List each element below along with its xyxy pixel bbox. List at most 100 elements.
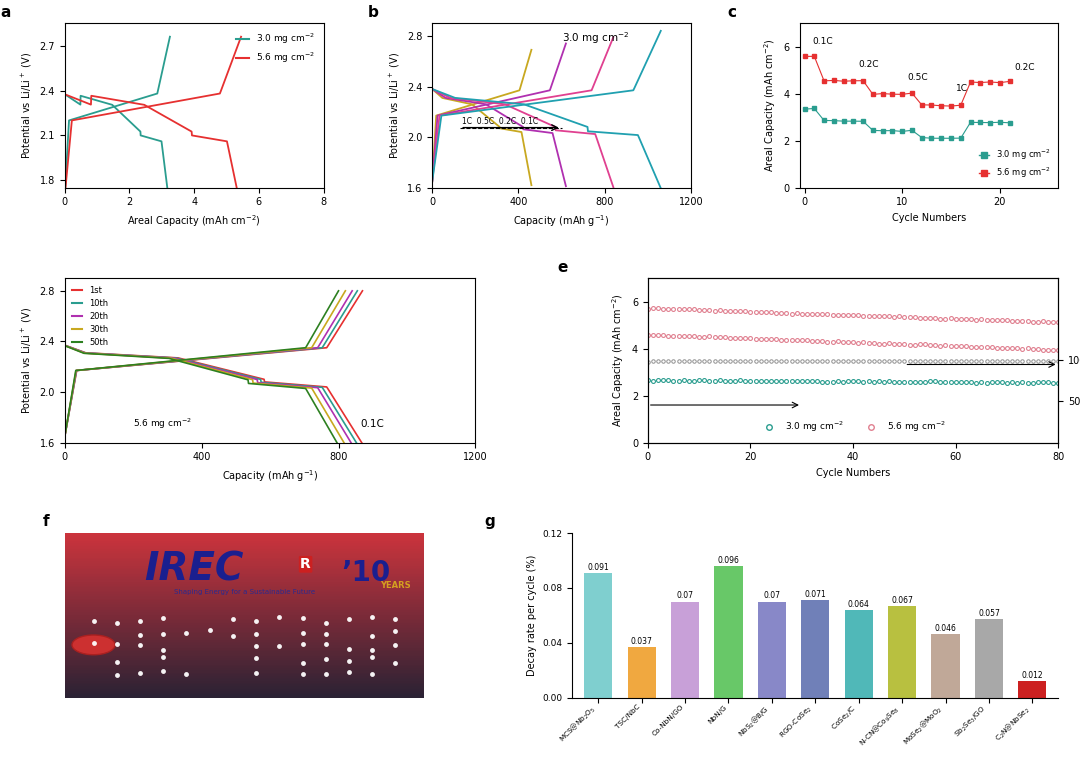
Bar [65,683,424,684]
Bar [65,538,424,539]
Bar [65,536,424,538]
Bar [65,577,424,579]
Bar [65,592,424,594]
X-axis label: Cycle Numbers: Cycle Numbers [816,468,890,478]
Bar [65,612,424,614]
Y-axis label: Potential vs Li/Li$^+$ (V): Potential vs Li/Li$^+$ (V) [21,307,35,414]
Bar [65,604,424,605]
Bar [584,573,612,698]
Text: g: g [485,515,496,529]
Bar [65,556,424,558]
Bar [714,566,743,698]
Bar [65,586,424,587]
Bar [65,693,424,694]
Bar [65,656,424,658]
X-axis label: Capacity (mAh g$^{-1}$): Capacity (mAh g$^{-1}$) [513,213,610,229]
Bar [65,640,424,642]
Bar [65,543,424,545]
Text: 0.071: 0.071 [805,590,826,599]
Bar [65,564,424,566]
Bar [801,600,829,698]
Text: 0.091: 0.091 [588,563,609,572]
Bar [65,561,424,563]
Bar [975,619,1003,698]
Bar [65,661,424,663]
Bar [931,635,960,698]
Bar [65,558,424,560]
Bar [65,587,424,589]
Bar [65,674,424,676]
Text: c: c [727,5,737,19]
Bar [845,610,873,698]
Bar [671,601,699,698]
Bar [65,576,424,577]
Bar [65,636,424,639]
Text: 0.046: 0.046 [934,625,957,633]
Text: 0.057: 0.057 [978,609,1000,618]
Bar [65,681,424,683]
Bar [65,684,424,686]
Text: 0.2C: 0.2C [1014,64,1035,72]
Bar [65,632,424,633]
Text: 0.067: 0.067 [891,595,913,604]
Bar [65,571,424,573]
Text: 0.012: 0.012 [1022,671,1043,680]
Text: 0.1C: 0.1C [812,37,833,46]
Bar [65,655,424,656]
Bar [65,670,424,671]
Bar [65,579,424,580]
Text: 0.064: 0.064 [848,600,869,608]
Bar [65,668,424,670]
Bar [65,620,424,622]
Bar [65,653,424,655]
Text: 1C: 1C [956,84,968,93]
Bar [65,584,424,586]
Bar [65,645,424,646]
Bar [65,663,424,665]
Bar [65,582,424,584]
Bar [65,589,424,591]
Bar [65,560,424,561]
Bar [65,673,424,674]
Bar [65,624,424,625]
Bar [65,694,424,696]
Bar [65,611,424,612]
Text: 0.096: 0.096 [717,556,740,565]
Bar [65,617,424,618]
Text: 5.6 mg cm$^{-2}$: 5.6 mg cm$^{-2}$ [133,417,192,432]
Bar [65,549,424,551]
Bar [65,573,424,574]
Text: 0.2C: 0.2C [859,60,879,69]
Bar [65,533,424,535]
Text: 0.037: 0.037 [631,637,652,646]
Bar [65,608,424,611]
Bar [65,649,424,652]
Y-axis label: Potential vs Li/Li$^+$ (V): Potential vs Li/Li$^+$ (V) [388,52,402,159]
Bar [65,648,424,649]
Legend: 3.0 mg cm$^{-2}$, 5.6 mg cm$^{-2}$: 3.0 mg cm$^{-2}$, 5.6 mg cm$^{-2}$ [756,416,950,438]
Bar [65,567,424,569]
Bar [65,676,424,678]
Bar [65,535,424,536]
Bar [65,563,424,564]
Bar [65,686,424,687]
Bar [65,545,424,546]
Bar [65,643,424,645]
Bar [65,629,424,630]
Bar [65,607,424,608]
Bar [65,595,424,598]
Text: ’10: ’10 [341,559,391,587]
Text: e: e [557,260,568,274]
Bar [65,599,424,601]
Text: 1C  0.5C  0.2C  0.1C: 1C 0.5C 0.2C 0.1C [462,117,539,126]
Bar [65,551,424,553]
Bar [65,566,424,567]
Bar [65,689,424,691]
Bar [65,665,424,666]
Bar [65,625,424,627]
Bar [65,622,424,624]
Bar [65,580,424,582]
Bar [627,647,656,698]
Bar [65,646,424,648]
Bar [1018,681,1047,698]
